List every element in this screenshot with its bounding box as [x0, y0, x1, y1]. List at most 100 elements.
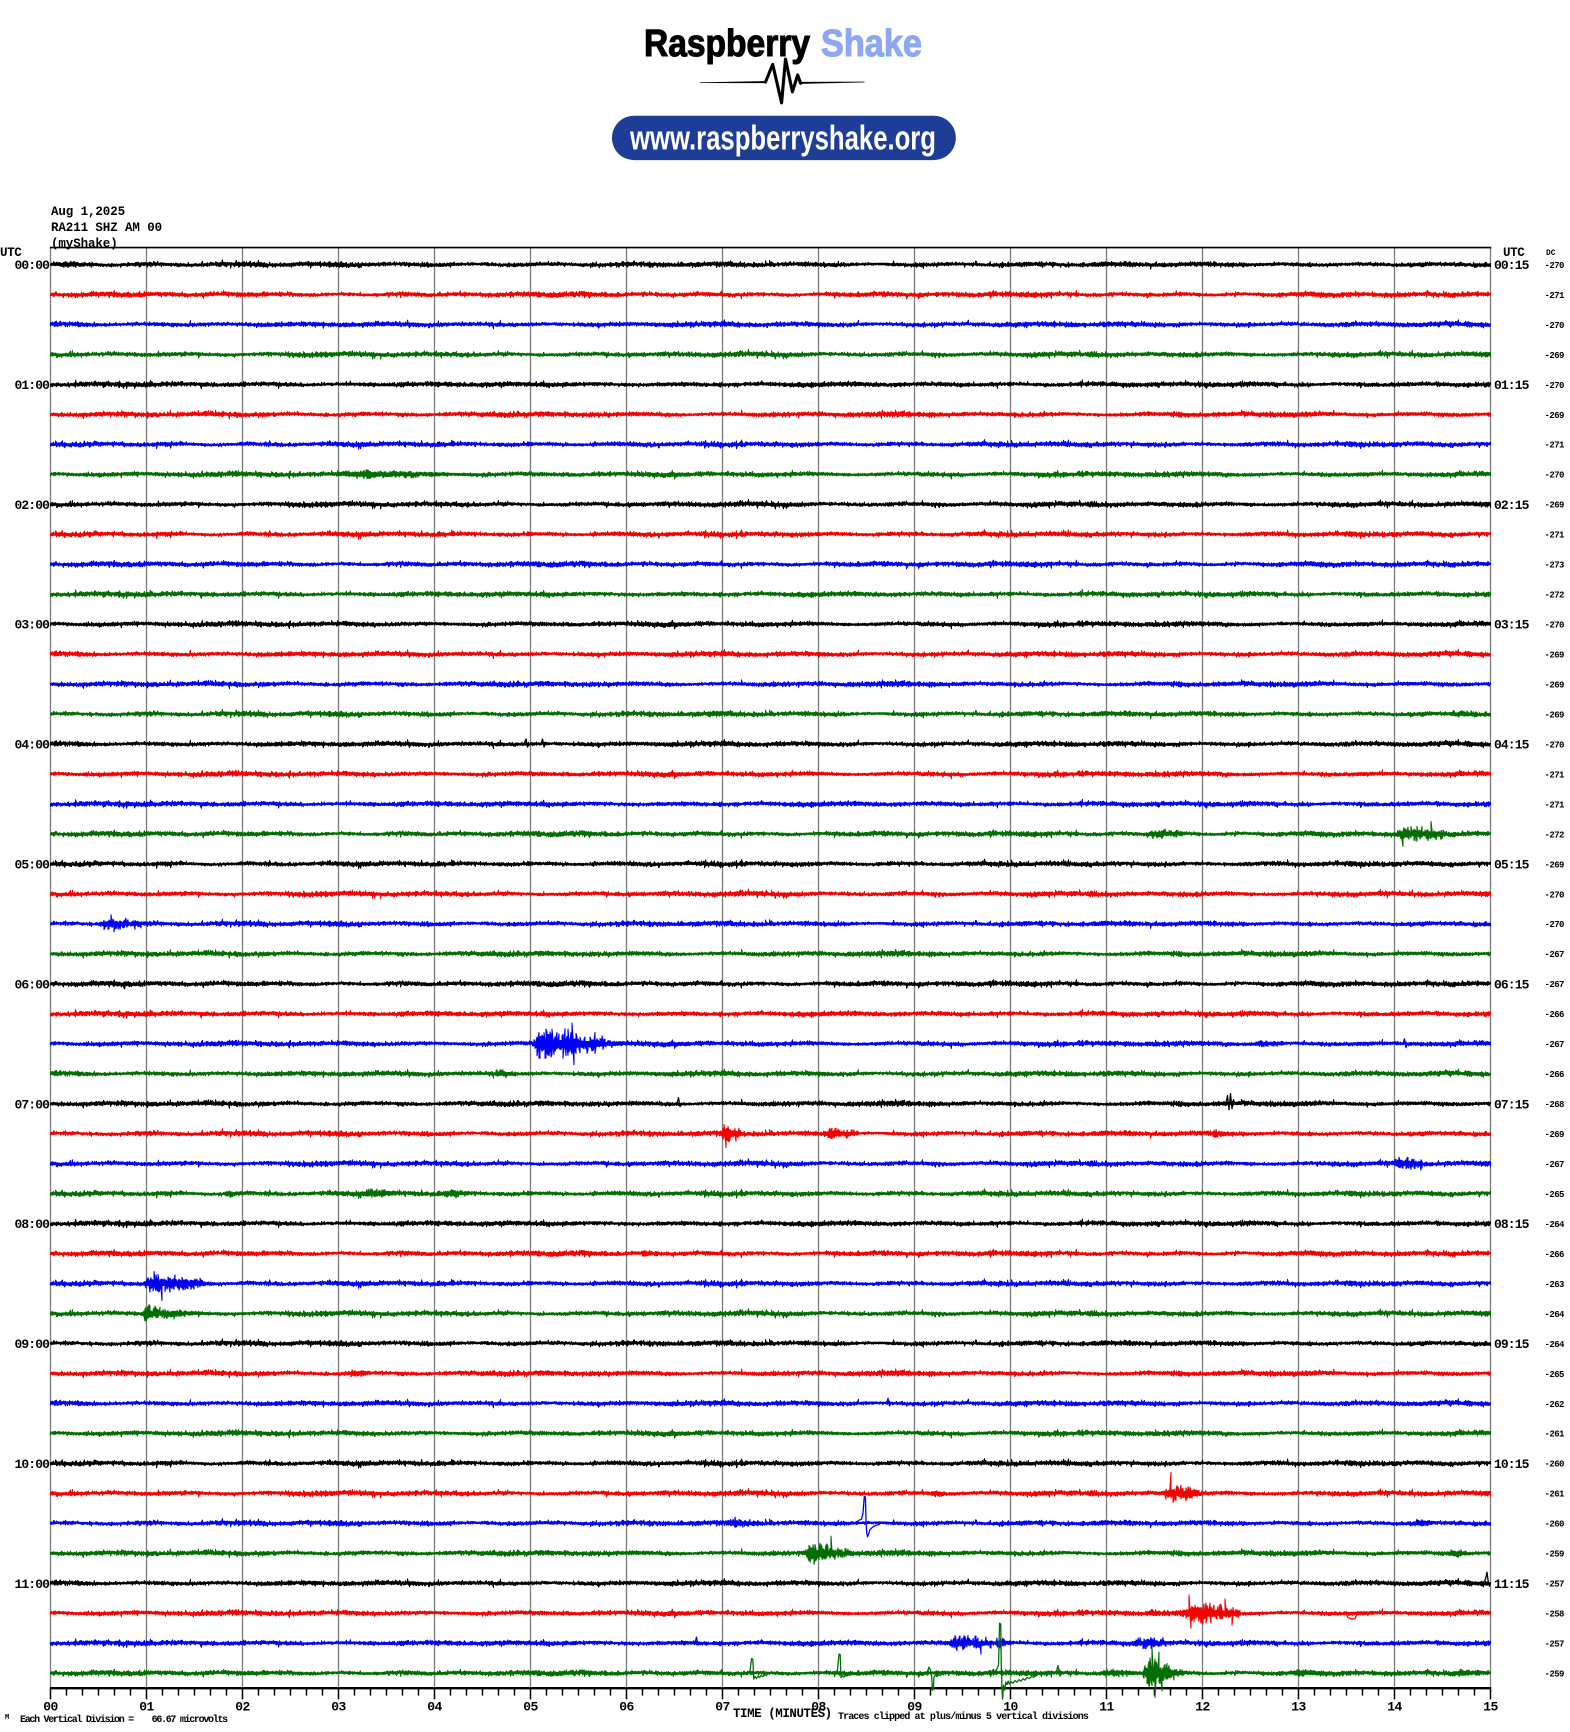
svg-text:08: 08 [811, 1700, 826, 1715]
svg-text:-264: -264 [1545, 1310, 1566, 1320]
svg-text:11:15: 11:15 [1494, 1577, 1530, 1592]
svg-text:www.raspberryshake.org: www.raspberryshake.org [629, 120, 936, 158]
svg-text:UTC: UTC [1503, 246, 1525, 260]
svg-text:-271: -271 [1545, 291, 1566, 301]
svg-text:-271: -271 [1545, 531, 1566, 541]
svg-text:-266: -266 [1545, 1250, 1565, 1260]
svg-text:10: 10 [1003, 1700, 1018, 1715]
svg-text:-273: -273 [1545, 561, 1565, 571]
svg-text:01:00: 01:00 [14, 378, 50, 393]
svg-text:00:15: 00:15 [1494, 258, 1530, 273]
svg-text:09: 09 [907, 1700, 922, 1715]
svg-text:-268: -268 [1545, 1100, 1565, 1110]
svg-text:10:00: 10:00 [14, 1457, 50, 1472]
svg-text:01: 01 [139, 1700, 154, 1715]
svg-text:-266: -266 [1545, 1070, 1565, 1080]
svg-text:-258: -258 [1545, 1610, 1565, 1620]
svg-text:-267: -267 [1545, 1160, 1565, 1170]
svg-text:-259: -259 [1545, 1550, 1565, 1560]
svg-text:-267: -267 [1545, 980, 1565, 990]
svg-text:-266: -266 [1545, 1010, 1565, 1020]
svg-text:-265: -265 [1545, 1190, 1565, 1200]
svg-text:00:00: 00:00 [14, 258, 50, 273]
svg-text:-259: -259 [1545, 1670, 1565, 1680]
svg-text:Shake: Shake [821, 23, 922, 65]
svg-text:06: 06 [619, 1700, 634, 1715]
svg-text:00: 00 [43, 1700, 58, 1715]
svg-text:Aug 1,2025: Aug 1,2025 [51, 205, 125, 219]
svg-text:-269: -269 [1545, 351, 1565, 361]
svg-text:-267: -267 [1545, 950, 1565, 960]
svg-text:07: 07 [715, 1700, 730, 1715]
svg-text:M: M [5, 1714, 9, 1722]
svg-text:04:15: 04:15 [1494, 738, 1530, 753]
svg-text:03:00: 03:00 [14, 618, 50, 633]
svg-text:-269: -269 [1545, 651, 1565, 661]
svg-text:-270: -270 [1545, 890, 1565, 900]
svg-text:14: 14 [1387, 1700, 1402, 1715]
svg-text:12: 12 [1195, 1700, 1210, 1715]
svg-text:-269: -269 [1545, 411, 1565, 421]
svg-text:-270: -270 [1545, 381, 1565, 391]
svg-text:-264: -264 [1545, 1220, 1566, 1230]
svg-text:13: 13 [1291, 1700, 1306, 1715]
svg-text:-272: -272 [1545, 591, 1565, 601]
svg-text:Raspberry: Raspberry [644, 23, 810, 65]
svg-text:07:15: 07:15 [1494, 1097, 1530, 1112]
svg-text:10:15: 10:15 [1494, 1457, 1530, 1472]
svg-text:06:00: 06:00 [14, 977, 50, 992]
svg-text:02: 02 [235, 1700, 250, 1715]
svg-text:07:00: 07:00 [14, 1097, 50, 1112]
svg-text:-270: -270 [1545, 740, 1565, 750]
svg-text:-270: -270 [1545, 471, 1565, 481]
svg-text:09:15: 09:15 [1494, 1337, 1530, 1352]
svg-text:-271: -271 [1545, 800, 1566, 810]
svg-text:02:00: 02:00 [14, 498, 50, 513]
svg-text:04:00: 04:00 [14, 738, 50, 753]
svg-text:06:15: 06:15 [1494, 977, 1530, 992]
svg-text:DC: DC [1546, 249, 1556, 258]
svg-text:-271: -271 [1545, 770, 1566, 780]
svg-text:09:00: 09:00 [14, 1337, 50, 1352]
svg-text:-270: -270 [1545, 261, 1565, 271]
svg-text:-270: -270 [1545, 920, 1565, 930]
svg-text:Traces clipped at plus/minus 5: Traces clipped at plus/minus 5 vertical … [838, 1711, 1089, 1723]
svg-text:-270: -270 [1545, 321, 1565, 331]
svg-text:-263: -263 [1545, 1280, 1565, 1290]
svg-text:11:00: 11:00 [14, 1577, 50, 1592]
svg-text:05:00: 05:00 [14, 858, 50, 873]
svg-text:05:15: 05:15 [1494, 858, 1530, 873]
svg-text:-261: -261 [1545, 1430, 1566, 1440]
svg-text:-269: -269 [1545, 860, 1565, 870]
svg-text:UTC: UTC [0, 246, 22, 260]
svg-text:-271: -271 [1545, 441, 1566, 451]
svg-text:(myShake): (myShake) [51, 237, 118, 251]
svg-text:TIME (MINUTES): TIME (MINUTES) [733, 1707, 832, 1721]
svg-text:-260: -260 [1545, 1520, 1565, 1530]
svg-text:-269: -269 [1545, 1130, 1565, 1140]
svg-text:04: 04 [427, 1700, 442, 1715]
svg-text:-272: -272 [1545, 830, 1565, 840]
svg-text:-269: -269 [1545, 710, 1565, 720]
svg-text:05: 05 [523, 1700, 538, 1715]
svg-text:02:15: 02:15 [1494, 498, 1530, 513]
svg-text:-257: -257 [1545, 1580, 1565, 1590]
svg-text:-267: -267 [1545, 1040, 1565, 1050]
svg-text:03: 03 [331, 1700, 346, 1715]
svg-text:08:15: 08:15 [1494, 1217, 1530, 1232]
svg-text:01:15: 01:15 [1494, 378, 1530, 393]
svg-text:08:00: 08:00 [14, 1217, 50, 1232]
svg-text:-260: -260 [1545, 1460, 1565, 1470]
svg-text:03:15: 03:15 [1494, 618, 1530, 633]
svg-text:RA211 SHZ AM 00: RA211 SHZ AM 00 [51, 221, 162, 235]
svg-text:11: 11 [1099, 1700, 1114, 1715]
svg-text:-257: -257 [1545, 1640, 1565, 1650]
svg-text:-265: -265 [1545, 1370, 1565, 1380]
svg-text:-261: -261 [1545, 1490, 1566, 1500]
svg-text:-270: -270 [1545, 621, 1565, 631]
svg-text:-264: -264 [1545, 1340, 1566, 1350]
svg-text:15: 15 [1483, 1700, 1498, 1715]
svg-text:-269: -269 [1545, 501, 1565, 511]
svg-text:Each Vertical Division = 66: Each Vertical Division = 66.67 microvolt… [20, 1714, 228, 1726]
svg-text:-269: -269 [1545, 681, 1565, 691]
